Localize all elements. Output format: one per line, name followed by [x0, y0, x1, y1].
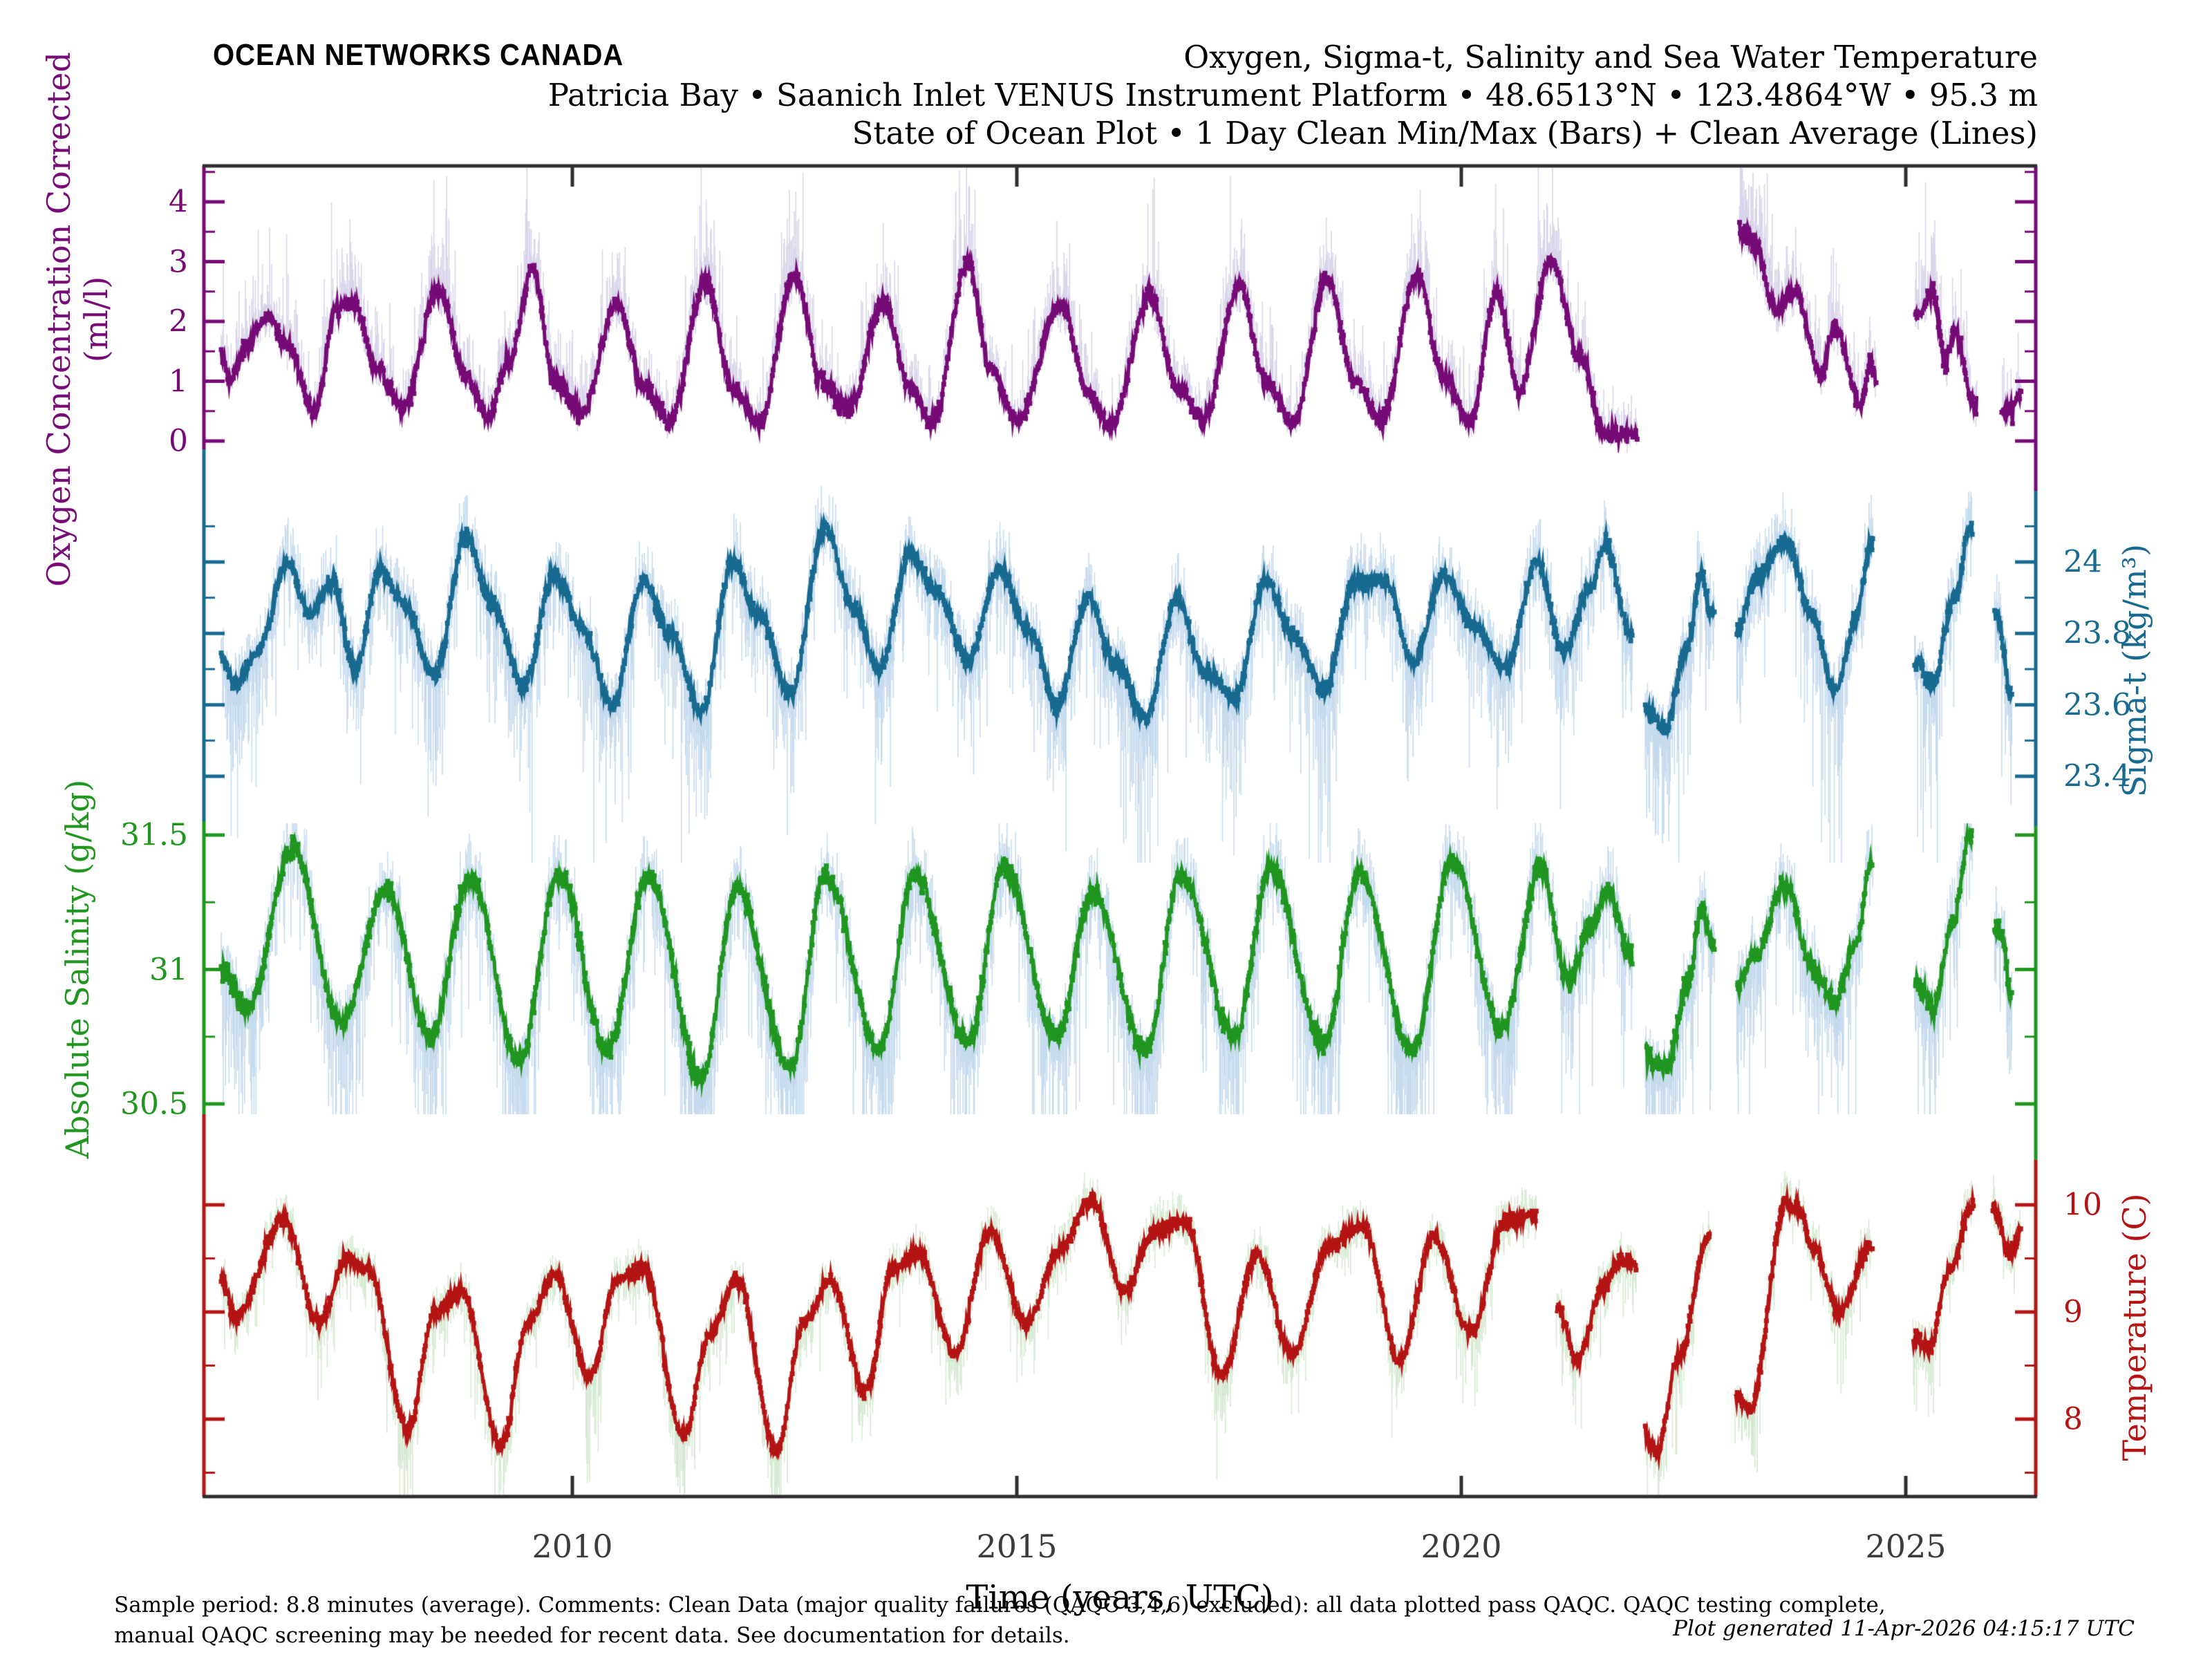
sigma-t-tick-label: 23.4: [2063, 758, 2131, 794]
footer-comments-line1: Sample period: 8.8 minutes (average). Co…: [114, 1593, 1886, 1618]
chart-title-line1: Oxygen, Sigma-t, Salinity and Sea Water …: [1183, 39, 2038, 75]
salinity-tick-label: 31.5: [120, 817, 188, 853]
year-tick-label: 2015: [976, 1528, 1058, 1565]
year-tick-label: 2010: [532, 1528, 613, 1565]
oxygen-tick-label: 2: [169, 303, 188, 339]
oxygen-tick-label: 1: [169, 364, 188, 399]
temperature-y-axis-label: Temperature (C): [2116, 1193, 2153, 1461]
sigma-t-tick-label: 24: [2063, 544, 2102, 580]
salinity-tick-label: 31: [149, 952, 188, 987]
onc-logo: OCEAN NETWORKS CANADA: [213, 39, 624, 72]
oxygen-tick-label: 0: [169, 423, 188, 459]
oxygen-y-axis-label-line1: Oxygen Concentration Corrected: [40, 52, 77, 587]
x-axis-label: Time (years, UTC): [966, 1578, 1274, 1617]
chart-title-line2: Patricia Bay • Saanich Inlet VENUS Instr…: [547, 77, 2038, 113]
oxygen-tick-label: 4: [169, 184, 188, 220]
footer-generated-timestamp: Plot generated 11-Apr-2026 04:15:17 UTC: [1673, 1616, 2135, 1641]
salinity-y-axis-label: Absolute Salinity (g/kg): [59, 779, 96, 1159]
oxygen-y-axis-label: Oxygen Concentration Corrected (ml/l): [40, 52, 115, 587]
temperature-tick-label: 10: [2063, 1187, 2102, 1223]
chart-title-block: Oxygen, Sigma-t, Salinity and Sea Water …: [548, 38, 2038, 152]
temperature-tick-label: 9: [2063, 1294, 2083, 1330]
footer-comments-line2: manual QAQC screening may be needed for …: [114, 1623, 1070, 1648]
sigma-t-tick-label: 23.6: [2063, 687, 2131, 723]
oxygen-tick-label: 3: [169, 244, 188, 279]
oxygen-y-axis-label-line2: (ml/l): [77, 276, 115, 363]
temperature-tick-label: 8: [2063, 1401, 2083, 1437]
year-tick-label: 2025: [1865, 1528, 1947, 1565]
salinity-tick-label: 30.5: [120, 1086, 188, 1122]
chart-title-line3: State of Ocean Plot • 1 Day Clean Min/Ma…: [852, 115, 2038, 151]
year-tick-label: 2020: [1421, 1528, 1502, 1565]
footer-comments: Sample period: 8.8 minutes (average). Co…: [114, 1590, 1886, 1651]
sigma-t-tick-label: 23.8: [2063, 615, 2131, 651]
